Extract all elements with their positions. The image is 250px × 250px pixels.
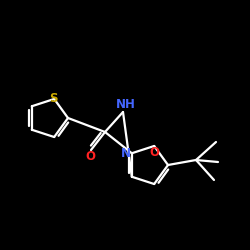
- Text: NH: NH: [116, 98, 136, 112]
- Text: O: O: [149, 146, 159, 160]
- Text: N: N: [121, 147, 131, 160]
- Text: O: O: [85, 150, 95, 164]
- Text: S: S: [49, 92, 58, 106]
